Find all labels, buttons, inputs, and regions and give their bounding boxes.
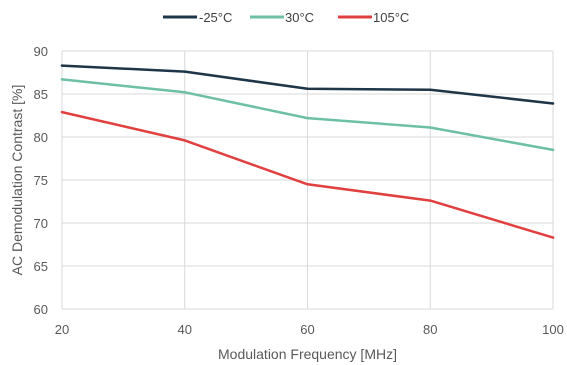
x-tick-label: 60	[300, 322, 314, 337]
legend: -25°C 30°C 105°C	[163, 10, 409, 25]
x-tick-label: 40	[178, 322, 192, 337]
data-point	[183, 91, 186, 94]
data-point	[60, 64, 64, 67]
data-point	[306, 87, 309, 91]
y-tick-label: 85	[34, 87, 48, 102]
data-point	[551, 102, 555, 105]
x-tick-label: 100	[542, 322, 564, 337]
legend-item: 30°C	[250, 10, 314, 25]
x-tick-label: 80	[423, 322, 437, 337]
axes-layer: 60 65 70 75 80 85 90 20 40 60 80 100	[34, 44, 564, 337]
data-point	[429, 126, 432, 129]
legend-item: -25°C	[163, 10, 232, 25]
grid-layer	[61, 50, 554, 310]
data-point	[429, 199, 432, 202]
legend-label: 30°C	[285, 10, 314, 25]
data-point	[183, 70, 186, 73]
data-point	[551, 236, 555, 239]
data-point	[60, 78, 64, 81]
legend-label: -25°C	[199, 10, 232, 25]
data-point	[183, 139, 186, 142]
y-tick-label: 90	[34, 44, 48, 59]
series-layer	[60, 64, 555, 239]
y-tick-label: 60	[34, 302, 48, 317]
y-tick-label: 75	[34, 173, 48, 188]
y-axis-title: AC Demodulation Contrast [%]	[9, 85, 25, 276]
y-tick-label: 65	[34, 259, 48, 274]
data-point	[60, 110, 64, 114]
legend-item: 105°C	[338, 10, 409, 25]
y-tick-label: 70	[34, 216, 48, 231]
data-point	[551, 148, 555, 152]
x-tick-label: 20	[55, 322, 69, 337]
y-tick-label: 80	[34, 130, 48, 145]
data-point	[306, 116, 309, 120]
legend-label: 105°C	[373, 10, 409, 25]
x-axis-title: Modulation Frequency [MHz]	[218, 346, 397, 362]
data-point	[429, 88, 432, 91]
data-point	[306, 183, 309, 186]
